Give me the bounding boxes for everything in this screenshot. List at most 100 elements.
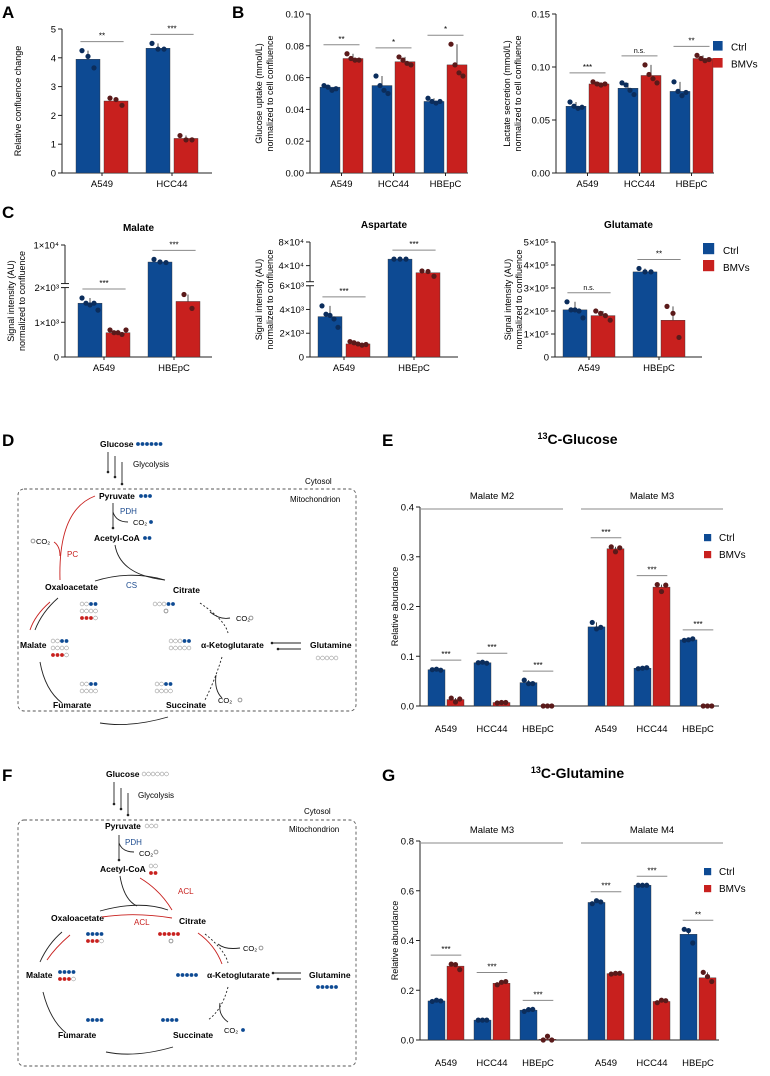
data-point	[646, 71, 652, 78]
data-point	[157, 259, 163, 265]
arrow-head	[113, 475, 117, 479]
mitochondrion-boundary	[17, 819, 357, 1067]
legend-swatch-bmvs	[704, 551, 712, 559]
data-point	[335, 324, 341, 330]
glucose-carbons	[141, 771, 147, 777]
carbon-atom	[79, 608, 85, 614]
arrow	[199, 602, 229, 634]
acetylcoa-label: Acetyl-CoA	[100, 864, 146, 874]
group-label: Malate M3	[470, 825, 514, 836]
data-point	[355, 341, 361, 347]
data-point	[709, 978, 715, 985]
carbon-atom	[164, 682, 168, 686]
data-point	[700, 703, 706, 709]
glutamine-carbons	[325, 985, 329, 989]
data-point	[433, 666, 440, 672]
bar-ctrl	[473, 1019, 492, 1041]
bar-bmvs	[446, 965, 465, 1041]
data-point	[352, 57, 358, 63]
data-point	[396, 54, 402, 60]
data-point	[540, 1037, 546, 1043]
pyruvate-carbons	[143, 494, 148, 498]
y-tick-label: 0.2	[401, 986, 414, 997]
x-tick-label: HCC44	[378, 179, 409, 190]
x-tick-label: HBEpC	[643, 363, 675, 374]
axis-break	[61, 283, 69, 288]
bar-ctrl	[519, 1009, 538, 1041]
data-point	[452, 962, 459, 968]
arrow	[29, 601, 51, 631]
chart-c1: 0 1×10³ 2×10³ 1×10⁴ Signal intensity (AU) nor…	[6, 223, 212, 374]
data-point	[475, 1017, 481, 1023]
y-axis-label: Signal intensity (AU)	[254, 259, 264, 341]
data-point	[644, 882, 650, 888]
bar-bmvs	[394, 61, 416, 174]
data-point	[602, 313, 609, 319]
bar-bmvs	[698, 977, 717, 1041]
y-tick-label: 0.10	[532, 63, 551, 74]
mitochondrion-boundary	[17, 488, 357, 712]
data-point	[95, 307, 101, 313]
legend-swatch-ctrl	[703, 243, 715, 255]
bar-ctrl	[387, 258, 413, 358]
data-point	[631, 91, 637, 98]
data-point	[608, 971, 614, 977]
data-point	[593, 308, 599, 314]
data-point	[448, 695, 454, 701]
y-axis-label: Glucose uptake (mmol/L)	[254, 43, 264, 144]
data-point	[589, 901, 595, 907]
y-tick-label: 3×10⁵	[524, 284, 549, 295]
data-point	[580, 315, 586, 321]
data-point	[163, 259, 169, 266]
glucose-carbons	[155, 771, 160, 777]
data-point	[612, 549, 619, 555]
arrow-head	[271, 971, 275, 975]
panel-label-d: D	[2, 431, 14, 450]
data-point	[549, 1037, 555, 1043]
data-point	[177, 132, 183, 139]
carbon-atom	[60, 639, 64, 643]
y-tick-label: 0.15	[532, 10, 551, 21]
carbon-atom	[84, 681, 89, 687]
data-point	[702, 58, 708, 64]
data-point	[635, 666, 641, 672]
data-point	[151, 256, 157, 262]
glucose-carbons	[154, 442, 158, 446]
bar-ctrl	[617, 87, 639, 174]
bar-bmvs	[492, 983, 511, 1041]
cytosol-label: Cytosol	[304, 807, 331, 816]
arrow	[99, 716, 169, 726]
carbon-atom	[182, 639, 187, 643]
arrow	[209, 611, 231, 619]
data-point	[663, 998, 669, 1004]
glutamine-carbons	[329, 655, 334, 661]
bar-bmvs	[173, 138, 199, 174]
y-axis-label: Signal intensity (AU)	[503, 259, 513, 341]
data-point	[594, 81, 600, 87]
glutamine-carbons	[329, 985, 334, 989]
x-tick-label: A549	[333, 363, 355, 374]
data-point	[690, 940, 696, 946]
carbon-atom	[90, 932, 95, 936]
carbon-atom	[90, 1018, 95, 1022]
data-point	[521, 1008, 527, 1014]
carbon-atom	[67, 977, 71, 981]
carbon-atom	[80, 616, 84, 620]
data-point	[549, 703, 555, 709]
data-point	[460, 73, 466, 79]
x-tick-label: HBEpC	[522, 724, 554, 735]
carbon-atom	[71, 976, 76, 982]
carbon-atom	[55, 638, 60, 644]
y-tick-label: 0.02	[286, 137, 305, 148]
x-tick-label: HCC44	[476, 724, 507, 735]
carbon-atom	[62, 970, 67, 974]
data-point	[433, 100, 439, 106]
x-tick-label: HBEpC	[398, 363, 430, 374]
data-point	[654, 80, 660, 86]
data-point	[321, 82, 327, 89]
legend-swatch-ctrl	[704, 534, 712, 542]
data-point	[639, 665, 646, 671]
arrow	[215, 674, 223, 699]
carbon-atom	[174, 1018, 179, 1022]
data-point	[679, 93, 685, 99]
